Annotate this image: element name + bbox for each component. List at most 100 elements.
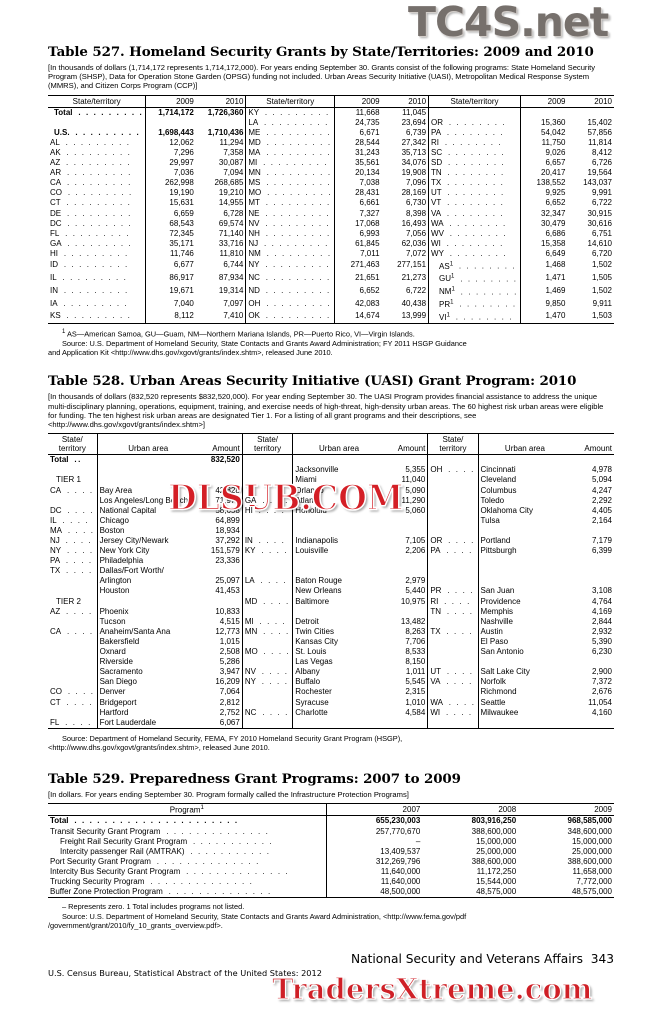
value-2010: 6,744 [223, 260, 244, 270]
urban-area: New Orleans [292, 586, 385, 597]
state-label: RI . . . . . . . . [428, 137, 521, 148]
col-urban-3: Urban area [477, 433, 572, 455]
urban-area [477, 717, 572, 729]
amount [199, 465, 242, 475]
value-2007: 655,230,003 [325, 815, 423, 827]
urban-area: Bay Area [96, 485, 199, 496]
state-label: MA . . . . [50, 525, 95, 535]
value-2009: 6,993 [334, 228, 382, 239]
urban-area: New York City [96, 546, 199, 557]
amount: 2,315 [405, 687, 426, 697]
value-2010: 7,072 [406, 248, 427, 258]
amount: 151,579 [210, 546, 240, 556]
amount [571, 526, 614, 536]
state-label: TN . . . . . . . . [428, 168, 521, 179]
value-2010: 62,036 [401, 238, 427, 248]
state-label: FL . . . . [50, 717, 92, 727]
table-row: Jacksonville 5,355 OH . . . . Cincinnati 4,9… [48, 465, 614, 476]
program-label: Trucking Security Program . . . . . . . … [50, 877, 254, 887]
state-label: CA . . . . . . . . . [50, 178, 132, 188]
value-2009: 1,698,443 [145, 127, 196, 138]
state-label: OR . . . . . . . . [428, 117, 521, 128]
amount: 58,658 [215, 505, 240, 515]
value-2009: 7,038 [334, 178, 382, 189]
amount [385, 556, 428, 566]
table-row: MA . . . . Boston 18,934 [48, 525, 614, 537]
state-label: VT . . . . . . . . [428, 198, 521, 209]
amount: 8,263 [405, 626, 426, 636]
urban-area: Louisville [292, 546, 385, 557]
value-2009: 6,652 [334, 284, 382, 298]
table-528-headnote: [In thousands of dollars (832,520 repres… [48, 392, 604, 430]
value-2007: – [325, 836, 423, 847]
col-amount-2: Amount [397, 444, 426, 454]
urban-area: Albany [292, 667, 385, 678]
value-2009: 72,345 [145, 228, 196, 239]
urban-area: San Diego [96, 677, 199, 688]
urban-area: Miami [292, 475, 385, 486]
value-2009: 9,026 [520, 147, 568, 159]
value-2010: 21,273 [401, 273, 427, 283]
value-2010 [196, 118, 246, 128]
urban-area [477, 566, 572, 577]
state-label: AK . . . . . . . . . [50, 147, 132, 157]
state-label: NV . . . . . . . . . [245, 218, 335, 229]
value-2010: 30,087 [218, 158, 244, 168]
urban-area: Oxnard [96, 647, 199, 658]
amount: 7,706 [405, 636, 426, 646]
value-2010: 11,810 [219, 248, 244, 258]
table-row: Buffer Zone Protection Program . . . . .… [48, 887, 614, 898]
state-label: IN . . . . [241, 536, 293, 547]
amount: 6,399 [591, 546, 612, 556]
state-label: FL . . . . . . . . . [50, 228, 131, 238]
value-2009: 19,190 [145, 188, 196, 199]
value-2009: 17,068 [334, 218, 382, 229]
value-2010: 6,722 [406, 285, 427, 295]
amount: 2,508 [219, 647, 240, 657]
table-527: State/territory 2009 2010 State/territor… [48, 95, 614, 324]
urban-area [96, 475, 199, 486]
value-2008: 25,000,000 [476, 846, 517, 856]
table-row: AL . . . . . . . . . 12,062 11,294 MD . . .… [48, 137, 614, 148]
value-2009: 1,469 [520, 284, 568, 298]
col-2010-3: 2010 [594, 96, 612, 106]
state-label: CO . . . . [50, 687, 95, 697]
urban-area: Austin [477, 626, 572, 637]
state-label: MI . . . . [241, 616, 293, 627]
amount: 3,108 [591, 586, 612, 596]
urban-area: Milwaukee [477, 707, 572, 718]
state-label: TIER 2 [56, 596, 83, 606]
table-527-head: State/territory 2009 2010 State/territor… [48, 95, 614, 108]
urban-area: Pittsburgh [477, 546, 572, 557]
value-2010: 1,502 [591, 260, 612, 270]
urban-area: Boston [96, 525, 199, 537]
amount: 6,067 [219, 717, 240, 727]
urban-area: Las Vegas [292, 657, 385, 668]
table-row: DE . . . . . . . . . 6,659 6,728 NE . . . .… [48, 208, 614, 219]
amount: 4,247 [591, 485, 612, 495]
state-label: CT . . . . . . . . . [50, 198, 132, 208]
table-row: Oxnard 2,508 MO . . . . St. Louis 8,533 San … [48, 647, 614, 658]
state-label: AR . . . . . . . . . [50, 168, 132, 178]
table-row: Tucson 4,515 MI . . . . Detroit 13,482 Nashv… [48, 616, 614, 627]
amount: 1,015 [219, 636, 240, 646]
urban-area [292, 515, 385, 526]
footer-chapter: National Security and Veterans Affairs 3… [351, 952, 614, 966]
state-label: MO . . . . . . . . . [245, 188, 335, 199]
amount: 2,676 [591, 687, 612, 697]
value-2009 [520, 107, 568, 118]
urban-area: Oklahoma City [477, 505, 572, 516]
value-2010: 6,720 [591, 248, 612, 258]
table-row: KS . . . . . . . . . 8,112 7,410 OK . . . .… [48, 310, 614, 324]
urban-area [292, 556, 385, 567]
value-2010: 11,294 [219, 137, 244, 147]
urban-area: Sacramento [96, 667, 199, 678]
amount: 4,515 [219, 616, 240, 626]
value-2010: 8,412 [591, 147, 612, 157]
urban-area: Indianapolis [292, 536, 385, 547]
value-2010: 6,739 [406, 127, 427, 137]
table-row: Hartford 2,752 NC . . . . Charlotte 4,584 WI … [48, 707, 614, 718]
state-label: PA . . . . [427, 546, 479, 557]
amount [199, 475, 242, 485]
state-label: CA . . . . [50, 626, 94, 636]
